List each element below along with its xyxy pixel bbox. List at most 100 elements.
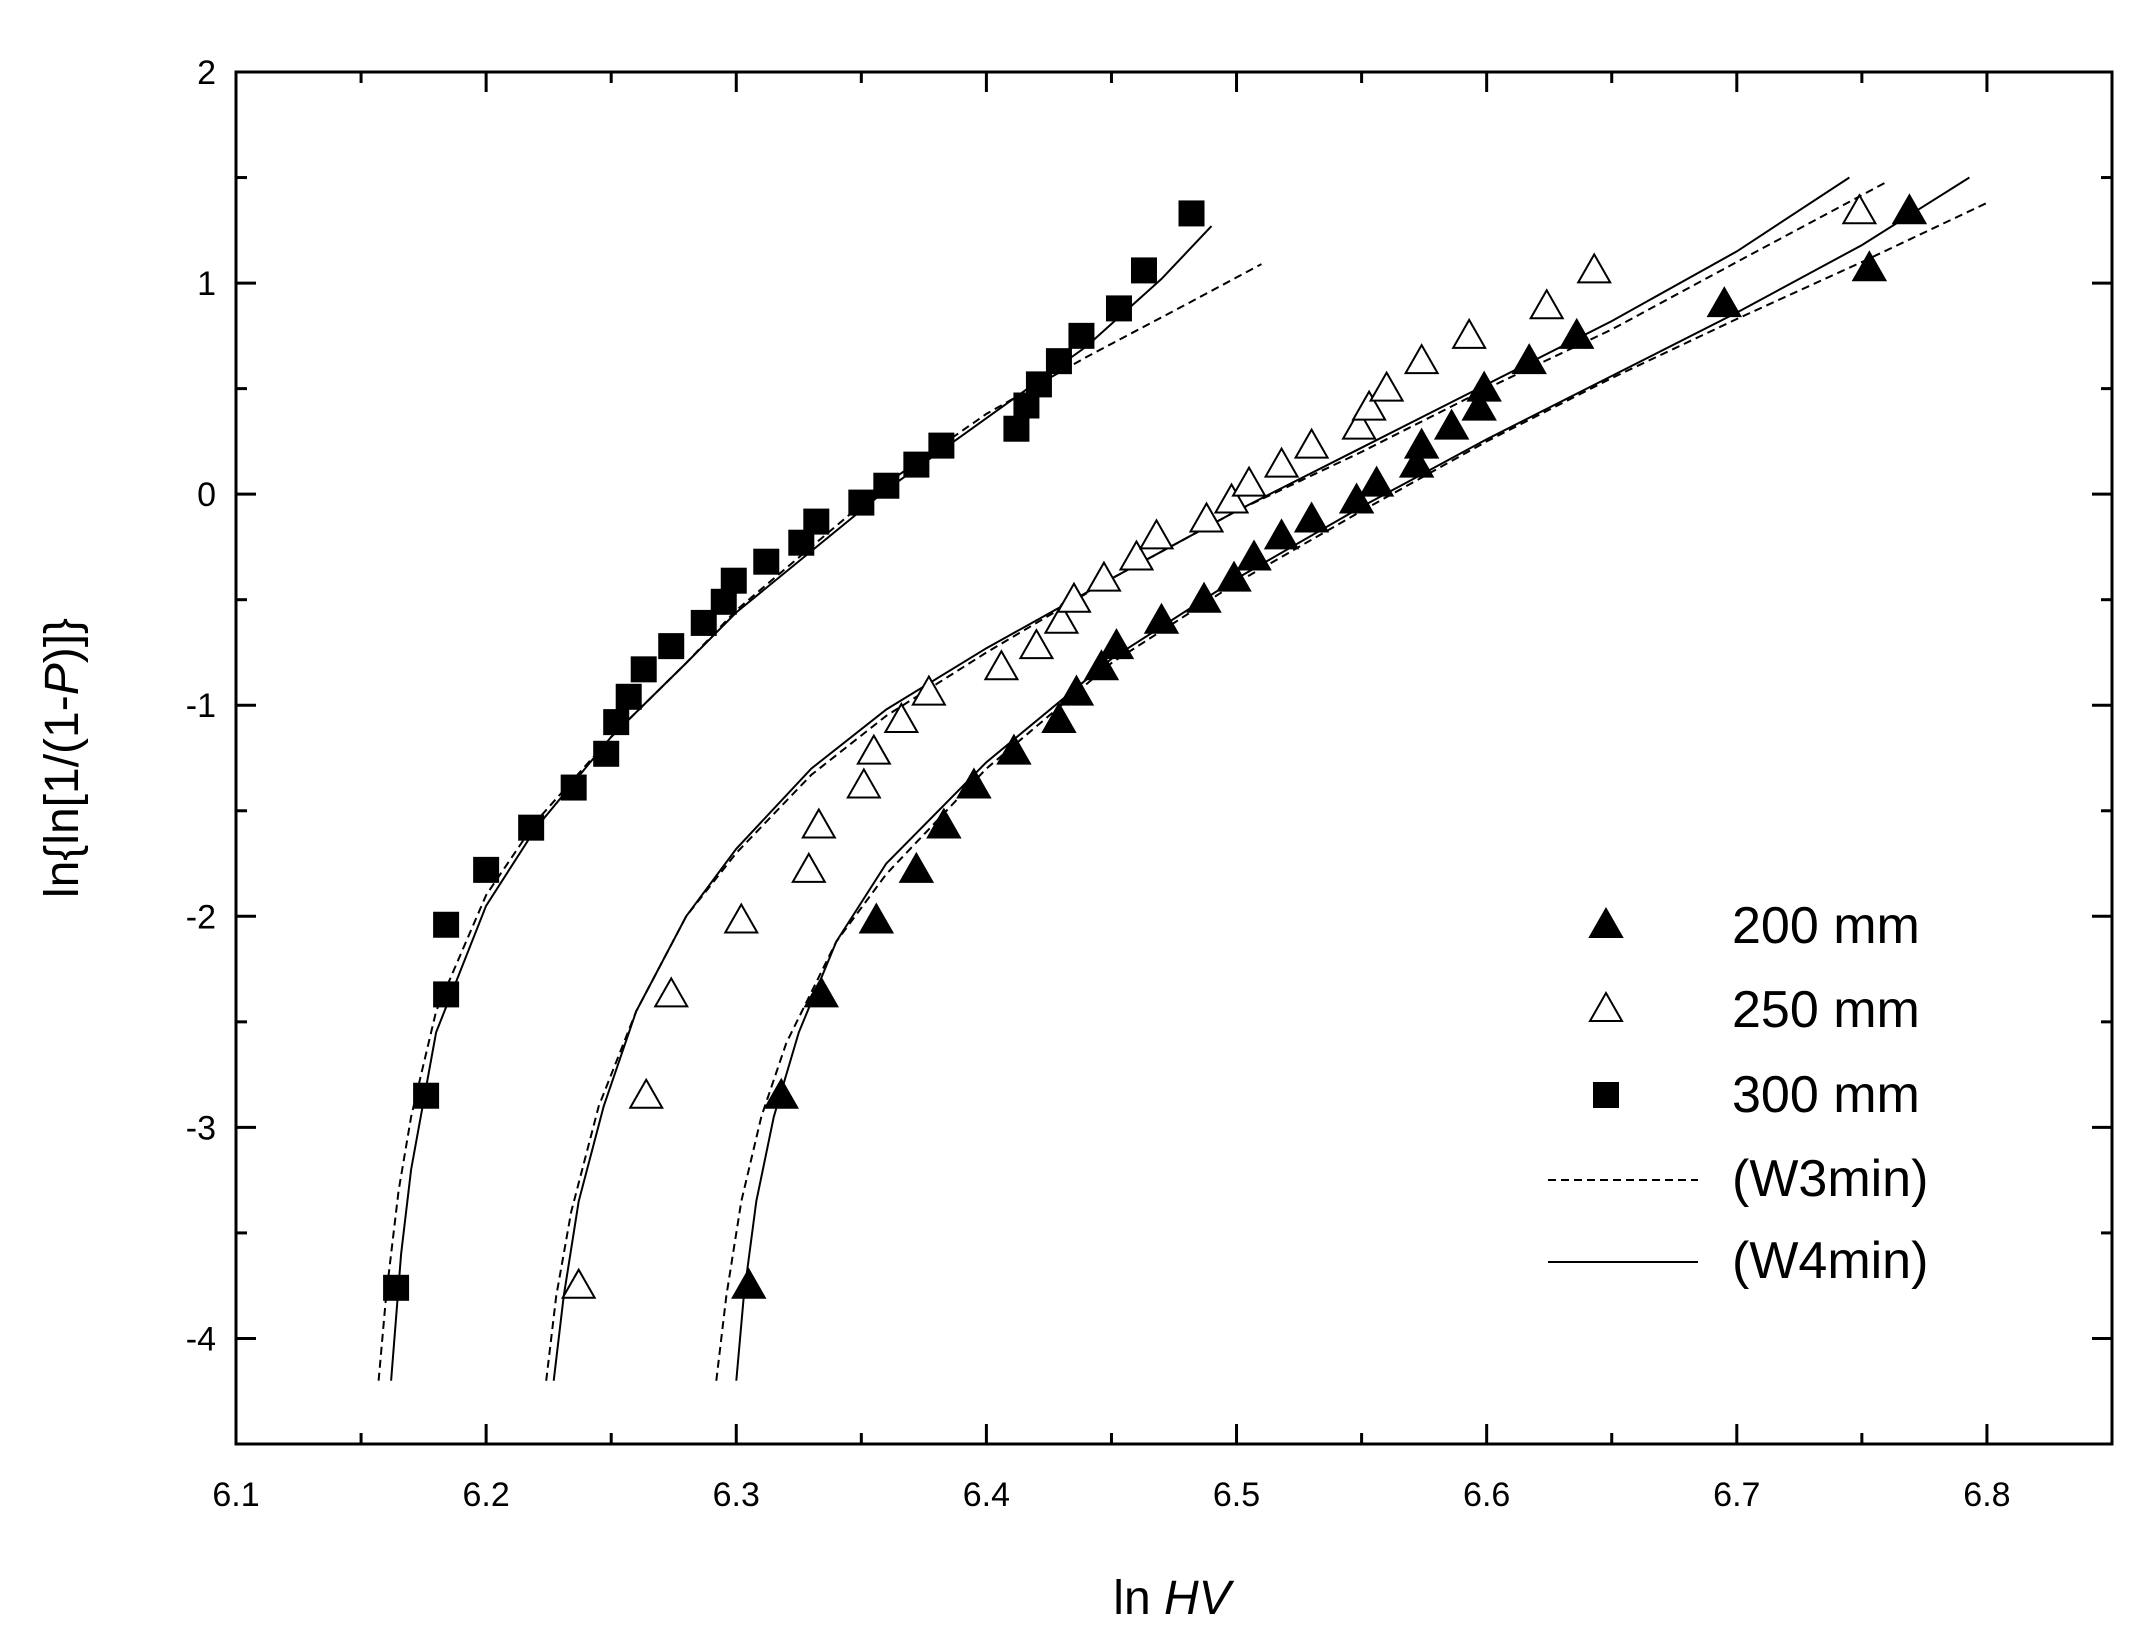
point-250mm	[856, 733, 892, 765]
y-tick-label: -3	[186, 1109, 216, 1147]
x-tick-label: 6.7	[1713, 1476, 1760, 1514]
y-axis-title-prefix: ln{ln[1/(1-	[36, 695, 89, 898]
point-200mm	[1058, 674, 1095, 706]
plot-frame	[234, 70, 2114, 1446]
x-tick-label: 6.6	[1463, 1476, 1510, 1514]
x-tick-label: 6.1	[212, 1476, 259, 1514]
point-250mm	[1213, 482, 1250, 514]
point-250mm	[846, 767, 882, 799]
point-200mm	[1466, 370, 1502, 402]
point-250mm	[911, 674, 947, 706]
y-tick-label: -2	[186, 898, 216, 936]
point-200mm	[1143, 602, 1180, 634]
point-250mm	[653, 976, 689, 1008]
point-300mm	[413, 1082, 440, 1109]
point-300mm	[658, 633, 685, 660]
legend-label-w3min: (W3min)	[1732, 1150, 1928, 1208]
point-250mm	[1056, 581, 1092, 613]
point-250mm	[883, 701, 920, 734]
point-250mm	[1293, 427, 1330, 459]
point-200mm	[1236, 539, 1272, 571]
point-300mm	[1068, 322, 1095, 349]
point-250mm	[1188, 501, 1225, 533]
point-250mm	[1351, 389, 1387, 421]
point-250mm	[1841, 193, 1878, 225]
point-200mm	[1558, 317, 1595, 349]
fit-curve-w3min-1	[545, 180, 1888, 1381]
point-200mm	[1293, 501, 1330, 533]
x-axis-title-variable: HV	[1164, 1572, 1235, 1625]
point-250mm	[1118, 539, 1155, 571]
point-200mm	[1433, 408, 1470, 440]
point-300mm	[928, 432, 955, 459]
x-axis-title: ln HV	[1113, 1572, 1234, 1625]
point-200mm	[1041, 701, 1077, 734]
fit-curve-w3min-2	[715, 201, 1988, 1381]
point-300mm	[1003, 415, 1030, 442]
point-200mm	[1851, 250, 1888, 282]
point-300mm	[753, 548, 780, 575]
point-200mm	[858, 902, 895, 934]
legend-marker-200mm	[1588, 906, 1624, 938]
legend-label-300mm: 300 mm	[1732, 1066, 1920, 1124]
point-250mm	[1043, 602, 1080, 634]
point-300mm	[560, 774, 587, 801]
legend: 200 mm 250 mm 300 mm (W3min) (W4min)	[1548, 897, 1928, 1290]
point-250mm	[1451, 317, 1487, 349]
data-points	[383, 193, 1928, 1301]
x-tick-label: 6.8	[1963, 1476, 2010, 1514]
legend-marker-250mm	[1588, 990, 1624, 1022]
point-300mm	[593, 740, 620, 767]
point-250mm	[1368, 370, 1405, 402]
point-200mm	[1706, 286, 1743, 318]
point-250mm	[801, 807, 837, 839]
point-200mm	[956, 767, 992, 799]
point-250mm	[560, 1267, 597, 1299]
x-tick-label: 6.4	[963, 1476, 1010, 1514]
fit-curve-w4min-2	[735, 176, 1970, 1381]
point-200mm	[1398, 446, 1435, 478]
point-300mm	[518, 814, 545, 841]
point-200mm	[926, 807, 962, 839]
point-300mm	[433, 911, 460, 938]
x-tick-label: 6.2	[463, 1476, 510, 1514]
point-200mm	[1083, 649, 1120, 681]
point-200mm	[1461, 389, 1497, 421]
point-250mm	[1341, 408, 1377, 440]
point-300mm	[1045, 348, 1072, 375]
point-250mm	[1263, 446, 1300, 478]
point-300mm	[433, 981, 460, 1008]
point-200mm	[996, 733, 1032, 765]
point-300mm	[615, 683, 642, 710]
point-250mm	[1086, 560, 1122, 592]
legend-marker-300mm	[1593, 1082, 1619, 1108]
point-300mm	[1105, 295, 1132, 322]
point-200mm	[1891, 193, 1928, 225]
y-tick-label: 2	[197, 54, 216, 92]
y-tick-label: -4	[186, 1320, 216, 1358]
point-300mm	[873, 472, 900, 499]
point-200mm	[1186, 581, 1222, 613]
legend-label-w4min: (W4min)	[1732, 1232, 1928, 1290]
point-250mm	[1528, 288, 1565, 320]
point-300mm	[848, 489, 875, 516]
x-tick-label: 6.5	[1213, 1476, 1260, 1514]
point-200mm	[1358, 465, 1395, 497]
point-300mm	[630, 656, 657, 683]
point-250mm	[1138, 518, 1175, 550]
point-200mm	[803, 976, 840, 1008]
y-axis-ticks: -4 -3 -2 -1 0 1 2	[186, 54, 2112, 1358]
point-200mm	[1338, 482, 1375, 514]
x-axis-title-prefix: ln	[1113, 1572, 1164, 1625]
y-axis-title: ln{ln[1/(1-P)]}	[36, 618, 89, 898]
point-300mm	[1178, 200, 1205, 227]
point-300mm	[383, 1274, 410, 1301]
legend-label-250mm: 250 mm	[1732, 981, 1920, 1039]
y-tick-label: 1	[197, 265, 216, 303]
y-tick-label: 0	[197, 476, 216, 514]
point-250mm	[791, 851, 827, 883]
point-250mm	[983, 649, 1020, 681]
point-200mm	[1098, 628, 1135, 660]
point-300mm	[473, 856, 500, 883]
